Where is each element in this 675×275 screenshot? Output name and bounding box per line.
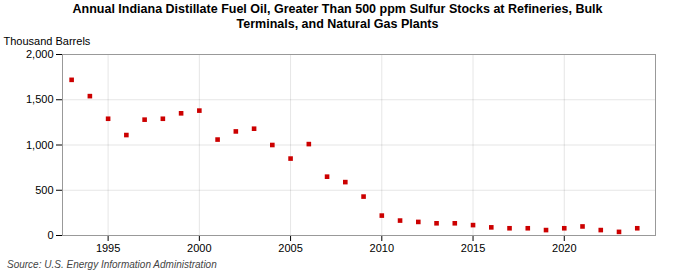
svg-text:2005: 2005 xyxy=(278,242,302,254)
svg-text:500: 500 xyxy=(35,184,53,196)
svg-text:1,000: 1,000 xyxy=(26,139,54,151)
svg-text:2,000: 2,000 xyxy=(26,48,54,60)
svg-text:2010: 2010 xyxy=(370,242,394,254)
svg-text:0: 0 xyxy=(47,229,53,241)
svg-text:2000: 2000 xyxy=(187,242,211,254)
svg-text:2015: 2015 xyxy=(461,242,485,254)
svg-text:Thousand Barrels: Thousand Barrels xyxy=(4,35,91,47)
svg-text:2020: 2020 xyxy=(552,242,576,254)
svg-text:1,500: 1,500 xyxy=(26,93,54,105)
svg-text:1995: 1995 xyxy=(96,242,120,254)
html-text:Annual Indiana Distillate Fuel: Annual Indiana Distillate Fuel Oil, Grea… xyxy=(72,2,603,31)
html-text:Source: U.S. Energy Informatio: Source: U.S. Energy Information Administ… xyxy=(7,259,217,270)
